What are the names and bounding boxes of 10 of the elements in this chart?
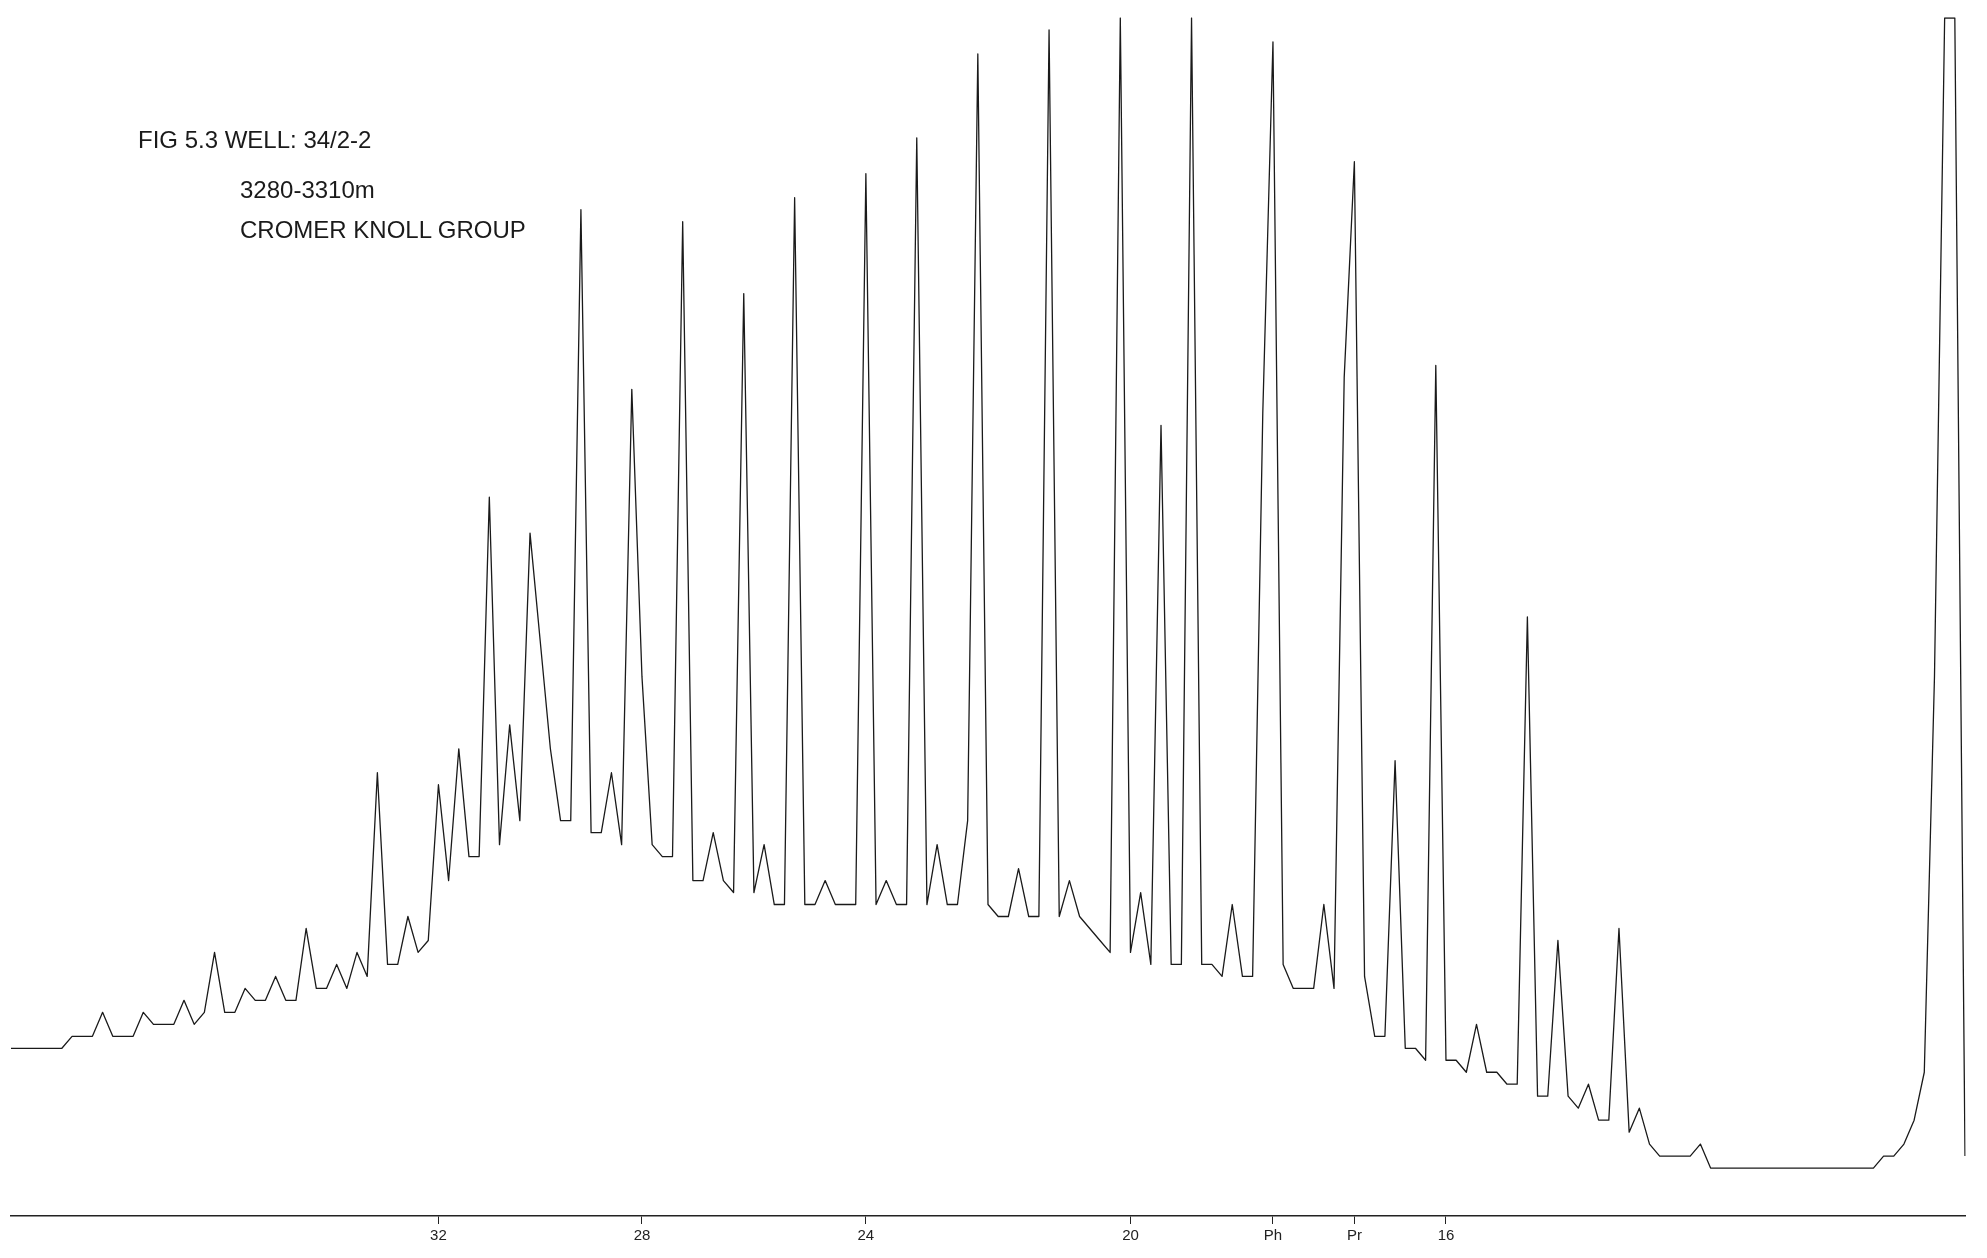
x-tick-label: Pr <box>1346 1226 1362 1244</box>
x-tick-label: 28 <box>633 1226 651 1244</box>
x-tick-label: 24 <box>857 1226 875 1244</box>
annotation: CROMER KNOLL GROUP <box>240 216 526 244</box>
x-tick-label: 32 <box>430 1226 447 1244</box>
x-tick-label: Ph <box>1263 1226 1283 1244</box>
x-tick-label: 16 <box>1437 1226 1455 1244</box>
text: FIG 5.3 WELL: 34/2-2 <box>138 126 372 154</box>
text: 3280-3310m <box>240 176 375 204</box>
x-tick-label: 20 <box>1122 1226 1139 1244</box>
